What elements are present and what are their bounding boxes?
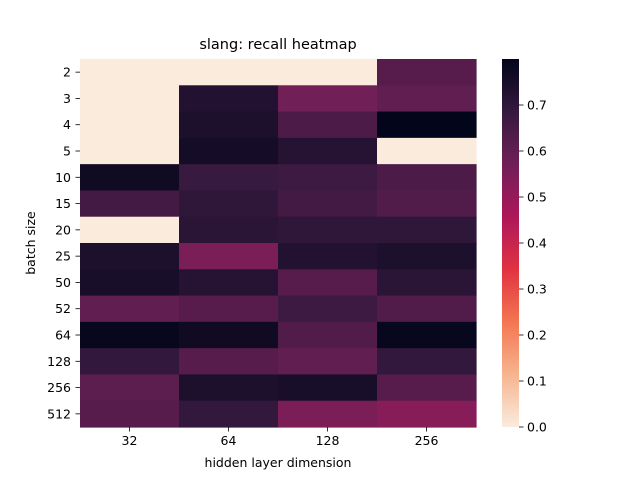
y-tick-label: 25 [55, 249, 71, 264]
colorbar-tick-label: 0.6 [527, 144, 547, 159]
chart-title: slang: recall heatmap [199, 37, 356, 53]
y-tick-label: 3 [63, 91, 71, 106]
heatmap-cells [80, 59, 477, 428]
colorbar-tick-label: 0.2 [527, 328, 547, 343]
x-tick-label: 32 [122, 433, 138, 448]
colorbar-tick-label: 0.5 [527, 190, 547, 205]
y-tick-label: 128 [47, 354, 71, 369]
heatmap-cell [377, 321, 477, 349]
colorbar-gradient [502, 59, 519, 427]
y-tick-label: 15 [55, 196, 71, 211]
heatmap-cell [278, 348, 378, 376]
heatmap-cell [80, 85, 180, 113]
heatmap-cell [80, 190, 180, 218]
y-tick-label: 2 [63, 65, 71, 80]
heatmap-cell [377, 216, 477, 244]
heatmap-cell [179, 216, 279, 244]
heatmap-cell [80, 400, 180, 428]
y-tick-label: 512 [47, 406, 71, 421]
heatmap-cell [377, 164, 477, 192]
y-axis-label: batch size [23, 211, 38, 275]
heatmap-cell [278, 243, 378, 270]
heatmap-cell [278, 137, 378, 165]
heatmap-cell [80, 348, 180, 376]
heatmap-cell [377, 400, 477, 428]
y-tick-label: 5 [63, 144, 71, 159]
colorbar-tick-label: 0.4 [527, 236, 547, 251]
heatmap-cell [80, 295, 180, 323]
heatmap-cell [377, 137, 477, 165]
y-axis-ticks: 2 3 4 5 10 15 20 25 50 52 64 128 256 512 [47, 65, 80, 421]
heatmap-cell [179, 321, 279, 349]
heatmap-cell [179, 190, 279, 218]
y-tick-label: 10 [55, 170, 71, 185]
heatmap-cell [278, 295, 378, 323]
heatmap-cell [278, 269, 378, 297]
heatmap-cell [278, 216, 378, 244]
heatmap-cell [377, 190, 477, 218]
heatmap-cell [80, 321, 180, 349]
colorbar-tick-label: 0.0 [527, 420, 547, 435]
heatmap-cell [80, 216, 180, 244]
y-tick-label: 20 [55, 222, 71, 237]
heatmap-cell [80, 111, 180, 139]
heatmap-cell [377, 295, 477, 323]
heatmap-cell [179, 59, 279, 86]
heatmap-cell [179, 111, 279, 139]
y-tick-label: 52 [55, 301, 71, 316]
heatmap-cell [179, 164, 279, 192]
heatmap-cell [278, 190, 378, 218]
heatmap-cell [179, 137, 279, 165]
heatmap-cell [377, 269, 477, 297]
heatmap-cell [179, 400, 279, 428]
heatmap-cell [377, 111, 477, 139]
heatmap-cell [278, 59, 378, 86]
colorbar-tick-label: 0.1 [527, 374, 547, 389]
heatmap-cell [179, 374, 279, 402]
colorbar: 0.0 0.1 0.2 0.3 0.4 0.5 0.6 0.7 [502, 59, 547, 435]
heatmap-cell [179, 295, 279, 323]
colorbar-tick-label: 0.3 [527, 282, 547, 297]
x-tick-label: 256 [415, 433, 439, 448]
heatmap-cell [278, 164, 378, 192]
x-axis-label: hidden layer dimension [205, 455, 352, 470]
heatmap-cell [80, 243, 180, 270]
heatmap-cell [80, 164, 180, 192]
colorbar-tick-label: 0.7 [527, 98, 547, 113]
y-tick-label: 256 [47, 380, 71, 395]
y-tick-label: 50 [55, 275, 71, 290]
heatmap-cell [278, 85, 378, 113]
heatmap-cell [179, 243, 279, 270]
heatmap-cell [80, 269, 180, 297]
colorbar-ticks: 0.0 0.1 0.2 0.3 0.4 0.5 0.6 0.7 [519, 98, 547, 435]
heatmap-cell [179, 269, 279, 297]
x-tick-label: 64 [221, 433, 237, 448]
y-tick-label: 64 [55, 328, 71, 343]
x-axis-ticks: 32 64 128 256 [122, 427, 439, 448]
heatmap-cell [179, 85, 279, 113]
x-tick-label: 128 [316, 433, 340, 448]
y-tick-label: 4 [63, 117, 71, 132]
heatmap-cell [179, 348, 279, 376]
heatmap-cell [278, 321, 378, 349]
heatmap-cell [80, 374, 180, 402]
heatmap-cell [377, 59, 477, 86]
heatmap-cell [377, 243, 477, 270]
heatmap-cell [80, 59, 180, 86]
heatmap-cell [377, 374, 477, 402]
heatmap-cell [278, 111, 378, 139]
heatmap-cell [377, 348, 477, 376]
heatmap-cell [377, 85, 477, 113]
heatmap-cell [278, 374, 378, 402]
heatmap-cell [278, 400, 378, 428]
heatmap-cell [80, 137, 180, 165]
